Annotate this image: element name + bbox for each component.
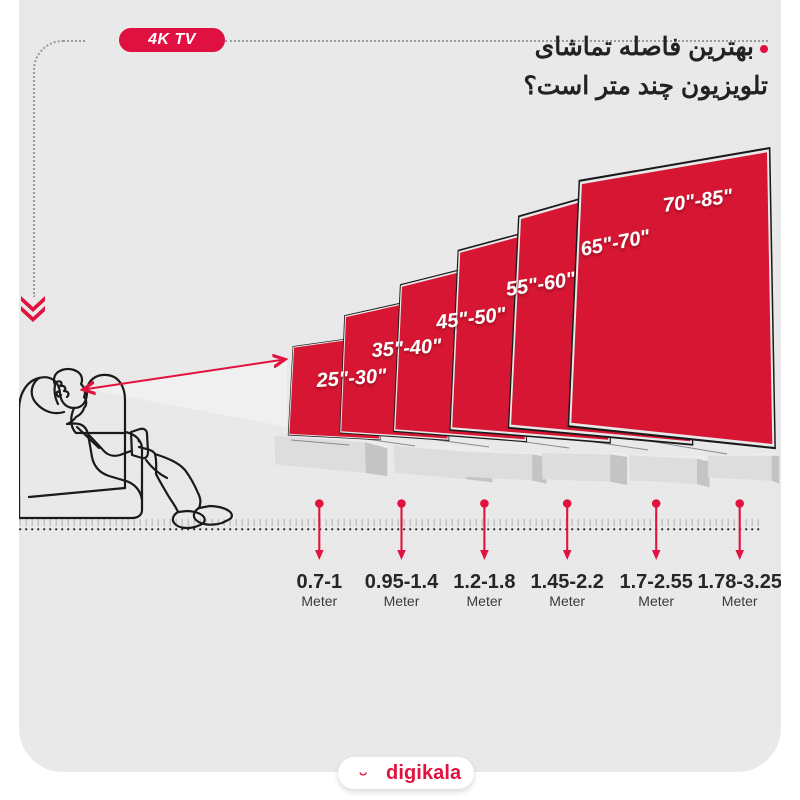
svg-text:0.95-1.4: 0.95-1.4 bbox=[365, 571, 439, 593]
svg-text:Meter: Meter bbox=[549, 593, 585, 609]
svg-text:1.7-2.55: 1.7-2.55 bbox=[620, 571, 693, 593]
svg-text:Meter: Meter bbox=[467, 593, 503, 609]
svg-text:Meter: Meter bbox=[301, 593, 337, 609]
svg-text:1.78-3.25: 1.78-3.25 bbox=[697, 571, 781, 593]
svg-text:1.45-2.2: 1.45-2.2 bbox=[531, 571, 604, 593]
svg-text:1.2-1.8: 1.2-1.8 bbox=[453, 571, 515, 593]
svg-text:Meter: Meter bbox=[384, 593, 420, 609]
svg-text:Meter: Meter bbox=[722, 593, 758, 609]
svg-text:Meter: Meter bbox=[638, 593, 674, 609]
svg-text:0.7-1: 0.7-1 bbox=[297, 571, 343, 593]
